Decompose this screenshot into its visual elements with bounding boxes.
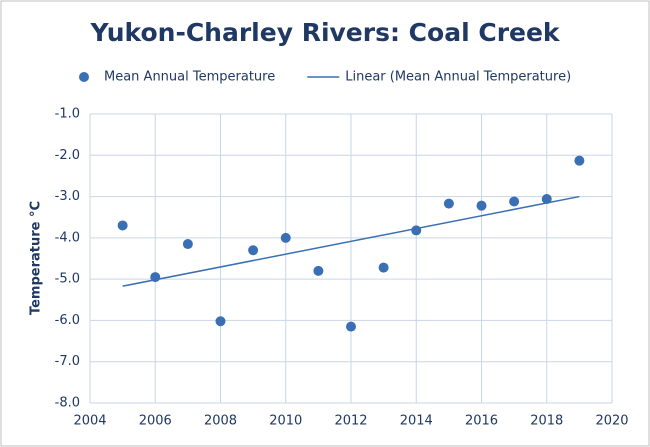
x-tick-label: 2012: [334, 414, 367, 429]
legend-swatch: [79, 72, 89, 82]
y-tick-label: -2.0: [55, 148, 80, 163]
y-tick-label: -7.0: [55, 354, 80, 369]
x-tick-label: 2020: [595, 414, 628, 429]
data-point: [215, 316, 226, 327]
x-tick-label: 2014: [400, 414, 433, 429]
data-point: [313, 265, 324, 276]
x-tick-label: 2006: [139, 414, 172, 429]
data-point: [182, 239, 193, 250]
y-tick-label: -8.0: [55, 396, 80, 411]
legend-label: Mean Annual Temperature: [104, 70, 275, 85]
x-tick-label: 2018: [530, 414, 563, 429]
y-tick-label: -4.0: [55, 230, 80, 245]
data-point: [574, 155, 585, 166]
x-tick-label: 2008: [204, 414, 237, 429]
legend-label: Linear (Mean Annual Temperature): [345, 70, 571, 85]
x-tick-label: 2010: [269, 414, 302, 429]
y-axis-label: Temperature °C: [29, 201, 44, 315]
chart-title: Yukon-Charley Rivers: Coal Creek: [89, 18, 560, 47]
y-tick-label: -1.0: [55, 107, 80, 122]
data-point: [541, 194, 552, 205]
data-point: [476, 200, 487, 211]
data-point: [509, 196, 520, 207]
x-tick-label: 2004: [73, 414, 106, 429]
y-tick-label: -5.0: [55, 272, 80, 287]
data-point: [117, 220, 128, 231]
y-tick-label: -6.0: [55, 313, 80, 328]
data-point: [248, 245, 259, 256]
data-point: [346, 321, 356, 332]
data-point: [411, 225, 422, 236]
data-point: [280, 232, 291, 243]
trend-line: [122, 195, 580, 287]
data-point: [443, 198, 454, 209]
data-point: [378, 262, 389, 273]
y-tick-label: -3.0: [55, 189, 80, 204]
x-tick-label: 2016: [465, 414, 498, 429]
